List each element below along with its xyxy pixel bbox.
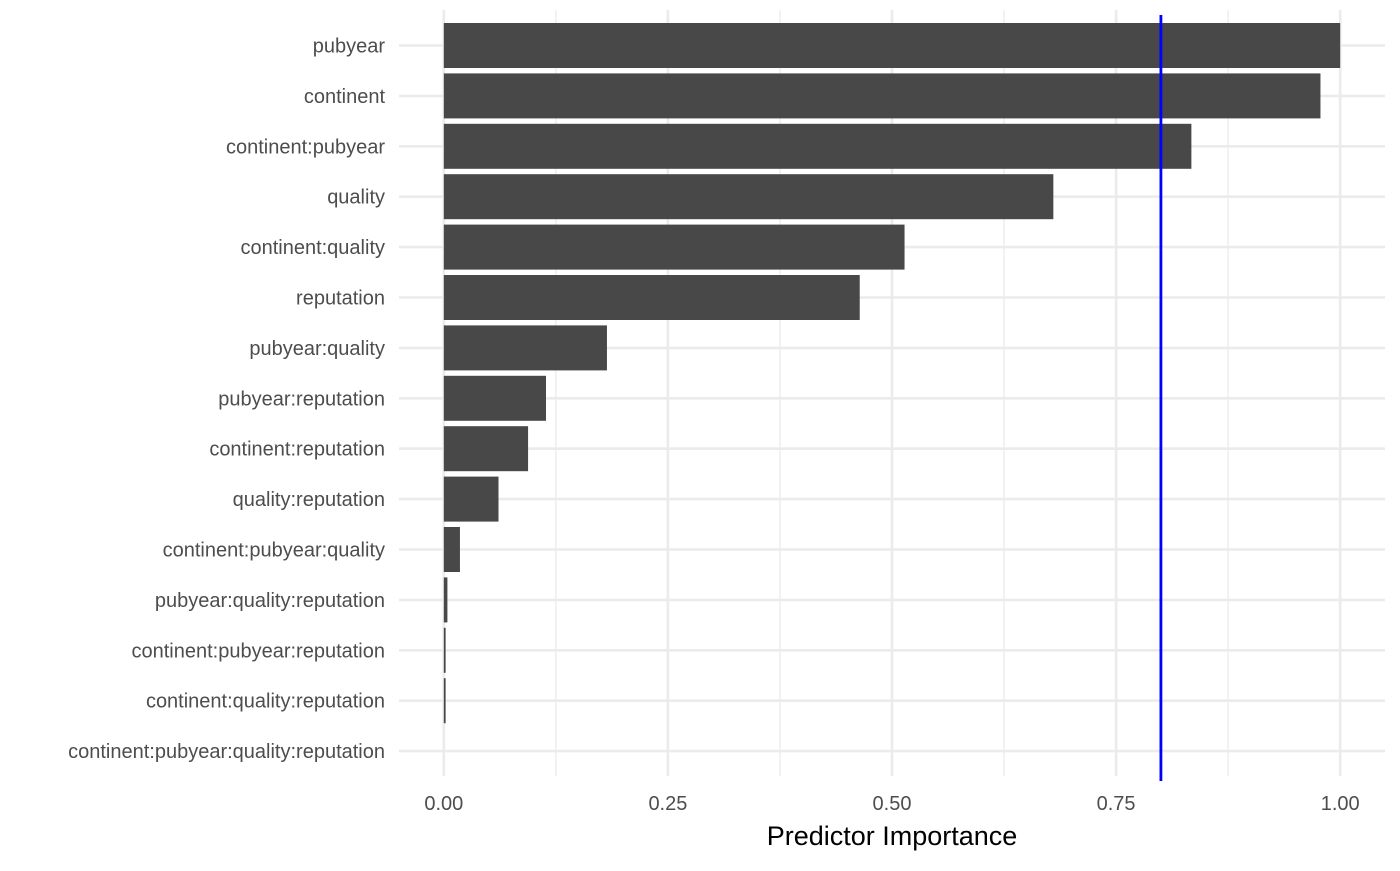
y-tick-label: continent:quality (240, 237, 385, 259)
y-tick-label: pubyear (313, 36, 386, 58)
y-tick-label: pubyear:quality:reputation (155, 590, 385, 612)
bar-continent-quality (443, 224, 905, 270)
x-axis-title: Predictor Importance (767, 821, 1018, 851)
y-tick-label: reputation (296, 288, 385, 310)
bars (443, 23, 1341, 724)
bar-reputation (443, 275, 860, 320)
x-tick-label: 0.00 (424, 793, 463, 815)
bar-continent-reputation (443, 426, 529, 472)
x-tick-label: 0.75 (1097, 793, 1136, 815)
bar-quality (443, 174, 1054, 220)
x-tick-label: 0.50 (873, 793, 912, 815)
bar-continent-pubyear (443, 123, 1192, 169)
bar-continent (443, 73, 1321, 119)
bar-continent-pubyear-reputation (443, 627, 446, 673)
y-tick-label: pubyear:quality (249, 338, 385, 360)
bar-continent-quality-reputation (443, 678, 446, 724)
y-tick-label: continent:pubyear (226, 136, 385, 158)
bar-pubyear (443, 23, 1341, 68)
bar-pubyear-reputation (443, 375, 547, 421)
x-tick-label: 0.25 (648, 793, 687, 815)
y-tick-label: pubyear:reputation (218, 388, 385, 410)
bar-pubyear-quality (443, 325, 607, 371)
y-tick-label: quality (327, 187, 385, 209)
x-axis-labels: 0.00 0.25 0.50 0.75 1.00 (424, 793, 1359, 815)
bar-pubyear-quality-reputation (443, 577, 448, 623)
bar-continent-pubyear-quality (443, 527, 460, 572)
y-tick-label: quality:reputation (233, 489, 385, 511)
y-tick-label: continent:pubyear:quality (163, 540, 385, 562)
bar-quality-reputation (443, 476, 499, 522)
y-tick-label: continent:pubyear:reputation (131, 640, 385, 662)
y-axis-labels: pubyear continent continent:pubyear quality… (68, 36, 385, 764)
y-tick-label: continent (304, 86, 386, 108)
x-tick-label: 1.00 (1321, 793, 1360, 815)
y-tick-label: continent:pubyear:quality:reputation (68, 741, 385, 763)
y-tick-label: continent:quality:reputation (146, 691, 385, 713)
y-tick-label: continent:reputation (209, 439, 385, 461)
